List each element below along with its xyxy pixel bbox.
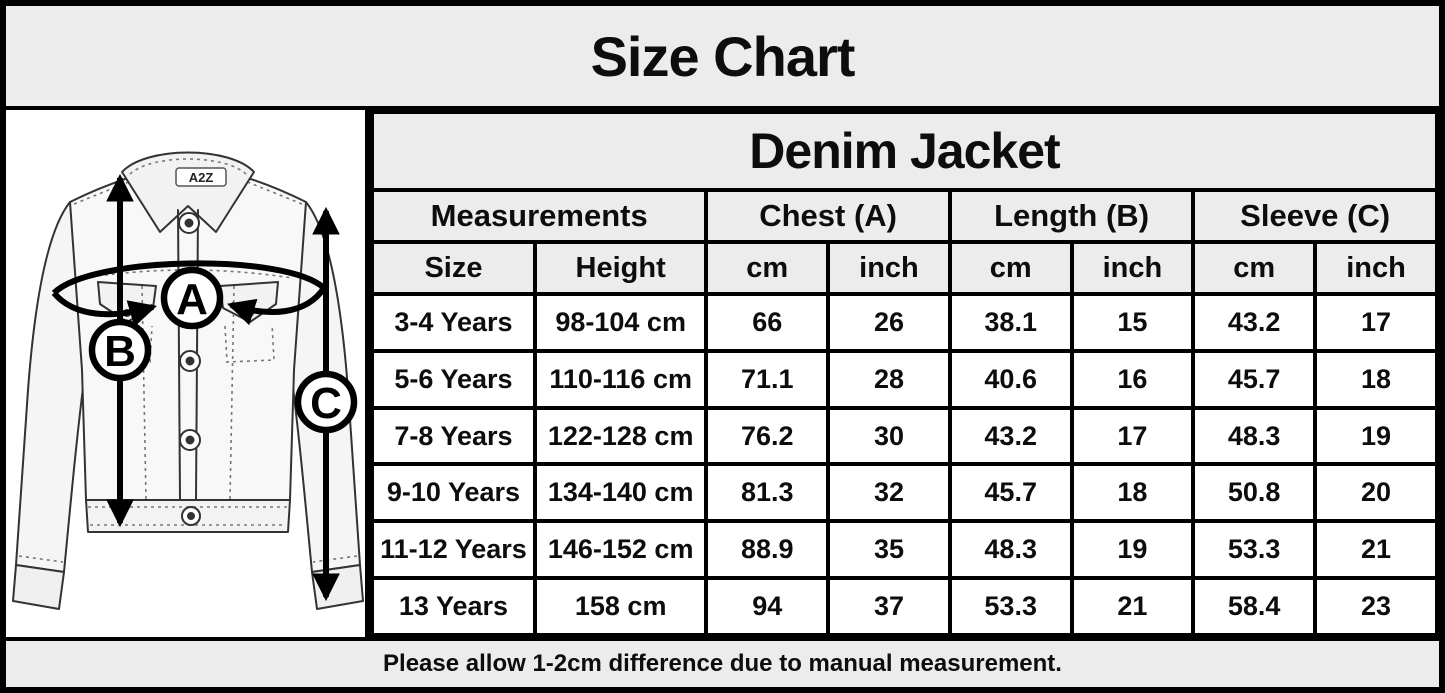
size-table: Denim Jacket Measurements Chest (A) Leng… (369, 110, 1439, 637)
column-header-sleeve-cm: cm (1191, 240, 1318, 296)
column-header-height: Height (532, 240, 709, 296)
column-header-length-inch: inch (1069, 240, 1196, 296)
value-cell: 19 (1313, 405, 1439, 467)
value-cell: 71.1 (704, 348, 831, 410)
marker-letter-a: A (176, 275, 208, 324)
value-cell: 18 (1069, 462, 1196, 524)
length-marker-b: B (88, 318, 152, 382)
group-header-chest: Chest (A) (704, 188, 952, 244)
value-cell: 19 (1069, 519, 1196, 581)
table-row: 5-6 Years 110-116 cm 71.1 28 40.6 16 45.7 18 (370, 348, 1439, 410)
size-cell: 13 Years (370, 576, 537, 637)
product-title: Denim Jacket (370, 110, 1439, 192)
value-cell: 15 (1069, 292, 1196, 353)
content-area: A2Z (6, 110, 1439, 637)
chest-measure-arrow (51, 260, 327, 327)
value-cell: 21 (1069, 576, 1196, 637)
height-cell: 110-116 cm (532, 348, 709, 410)
value-cell: 28 (826, 348, 952, 410)
product-header-row: Denim Jacket (370, 110, 1439, 192)
value-cell: 38.1 (947, 292, 1074, 353)
column-header-length-cm: cm (947, 240, 1074, 296)
value-cell: 66 (704, 292, 831, 353)
brand-tag: A2Z (175, 167, 227, 187)
footer-note: Please allow 1-2cm difference due to man… (6, 641, 1439, 687)
table-row: 11-12 Years 146-152 cm 88.9 35 48.3 19 53.3 21 (370, 519, 1439, 581)
column-header-chest-inch: inch (826, 240, 952, 296)
value-cell: 18 (1313, 348, 1439, 410)
group-header-length: Length (B) (947, 188, 1196, 244)
value-cell: 45.7 (947, 462, 1074, 524)
sleeve-marker-c: C (294, 370, 358, 434)
value-cell: 23 (1313, 576, 1439, 637)
page-title: Size Chart (6, 6, 1439, 106)
value-cell: 30 (826, 405, 952, 467)
value-cell: 26 (826, 292, 952, 353)
size-table-container: Denim Jacket Measurements Chest (A) Leng… (369, 110, 1439, 637)
value-cell: 81.3 (704, 462, 831, 524)
value-cell: 32 (826, 462, 952, 524)
value-cell: 16 (1069, 348, 1196, 410)
value-cell: 35 (826, 519, 952, 581)
jacket-buttons (178, 212, 201, 526)
value-cell: 43.2 (1191, 292, 1318, 353)
value-cell: 48.3 (1191, 405, 1318, 467)
value-cell: 50.8 (1191, 462, 1318, 524)
group-header-measurements: Measurements (369, 188, 709, 244)
table-row: 13 Years 158 cm 94 37 53.3 21 58.4 23 (370, 576, 1439, 637)
size-cell: 5-6 Years (370, 348, 537, 410)
denim-jacket-illustration: A2Z (12, 151, 364, 610)
marker-letter-c: C (310, 379, 342, 428)
size-cell: 9-10 Years (370, 462, 537, 524)
height-cell: 98-104 cm (532, 292, 709, 353)
size-cell: 3-4 Years (370, 292, 537, 353)
value-cell: 88.9 (704, 519, 831, 581)
value-cell: 53.3 (947, 576, 1074, 637)
size-cell: 11-12 Years (370, 519, 537, 581)
chest-marker-a: A (160, 266, 224, 330)
table-row: 9-10 Years 134-140 cm 81.3 32 45.7 18 50.8 20 (370, 462, 1439, 524)
value-cell: 94 (704, 576, 831, 637)
value-cell: 76.2 (704, 405, 831, 467)
height-cell: 134-140 cm (532, 462, 709, 524)
height-cell: 158 cm (532, 576, 709, 637)
value-cell: 21 (1313, 519, 1439, 581)
jacket-diagram-panel: A2Z (6, 110, 365, 637)
value-cell: 37 (826, 576, 952, 637)
value-cell: 45.7 (1191, 348, 1318, 410)
column-header-row: Size Height cm inch cm inch cm inch (370, 240, 1439, 296)
value-cell: 48.3 (947, 519, 1074, 581)
value-cell: 17 (1313, 292, 1439, 353)
value-cell: 58.4 (1191, 576, 1318, 637)
value-cell: 53.3 (1191, 519, 1318, 581)
value-cell: 17 (1069, 405, 1196, 467)
column-header-size: Size (370, 240, 537, 296)
brand-tag-label: A2Z (189, 170, 214, 185)
value-cell: 40.6 (947, 348, 1074, 410)
column-header-chest-cm: cm (704, 240, 831, 296)
height-cell: 146-152 cm (532, 519, 709, 581)
size-table-body: 3-4 Years 98-104 cm 66 26 38.1 15 43.2 17 5-6 Ye… (370, 292, 1439, 637)
value-cell: 20 (1313, 462, 1439, 524)
group-header-row: Measurements Chest (A) Length (B) Sleeve… (369, 188, 1439, 244)
marker-letter-b: B (104, 327, 136, 376)
value-cell: 43.2 (947, 405, 1074, 467)
column-header-sleeve-inch: inch (1313, 240, 1439, 296)
group-header-sleeve: Sleeve (C) (1191, 188, 1439, 244)
table-row: 7-8 Years 122-128 cm 76.2 30 43.2 17 48.3 19 (370, 405, 1439, 467)
table-row: 3-4 Years 98-104 cm 66 26 38.1 15 43.2 17 (370, 292, 1439, 353)
size-cell: 7-8 Years (370, 405, 537, 467)
measurement-arrows: A B C (51, 173, 358, 602)
height-cell: 122-128 cm (532, 405, 709, 467)
